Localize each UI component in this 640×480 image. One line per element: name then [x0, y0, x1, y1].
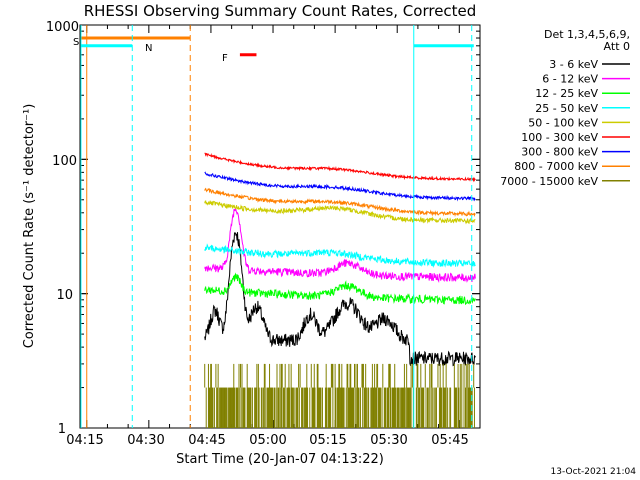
y-tick-label: 1: [58, 422, 66, 437]
plot-frame: [79, 24, 481, 429]
y-tick-label: 100: [52, 154, 77, 169]
x-tick-label: 05:30: [370, 433, 407, 448]
series-line-50-100: [204, 200, 476, 225]
series-layer: [204, 152, 476, 428]
x-tick-label: 04:45: [188, 433, 225, 448]
legend-label: 12 - 25 keV: [535, 87, 598, 100]
x-tick-label: 04:30: [127, 433, 164, 448]
series-line-12-25: [204, 272, 476, 306]
series-line-25-50: [204, 243, 476, 268]
legend-label: 50 - 100 keV: [528, 116, 598, 129]
x-tick-label: 04:15: [66, 433, 103, 448]
series-line-6-12: [204, 207, 476, 284]
legend-label: 800 - 7000 keV: [514, 160, 598, 173]
legend-label: 6 - 12 keV: [542, 73, 598, 86]
chart-title: RHESSI Observing Summary Count Rates, Co…: [84, 2, 477, 20]
legend: Det 1,3,4,5,6,9, Att 0 3 - 6 keV 6 - 12 k…: [500, 28, 630, 188]
series-line-800-7000: [204, 187, 476, 218]
legend-label: 100 - 300 keV: [521, 131, 598, 144]
night-flag-label: N: [145, 43, 152, 54]
saa-flag-label: S: [73, 37, 79, 48]
x-tick-label: 05:00: [249, 433, 286, 448]
legend-label: 300 - 800 keV: [521, 146, 598, 159]
flag-layer: [80, 25, 474, 428]
y-axis-label: Corrected Count Rate (s⁻¹ detector⁻¹): [22, 104, 37, 349]
x-axis-label: Start Time (20-Jan-07 04:13:22): [176, 452, 384, 467]
legend-label: 3 - 6 keV: [549, 58, 598, 71]
x-tick-labels: 04:15 04:30 04:45 05:00 05:15 05:30 05:4…: [66, 433, 468, 448]
y-tick-label: 10: [56, 288, 73, 303]
flare-flag-label: F: [222, 53, 228, 64]
legend-header: Det 1,3,4,5,6,9,: [544, 28, 630, 41]
legend-label: 7000 - 15000 keV: [500, 175, 598, 188]
legend-header: Att 0: [604, 40, 630, 53]
y-tick-label: 1000: [46, 20, 79, 35]
x-tick-label: 05:45: [431, 433, 468, 448]
series-line-300-800: [204, 171, 476, 202]
footer-timestamp: 13-Oct-2021 21:04: [551, 467, 637, 477]
legend-label: 25 - 50 keV: [535, 102, 598, 115]
x-tick-label: 05:15: [309, 433, 346, 448]
series-line-3-6: [204, 232, 476, 367]
y-tick-labels: 1 10 100 1000: [46, 20, 79, 437]
series-line-100-300: [204, 152, 476, 183]
